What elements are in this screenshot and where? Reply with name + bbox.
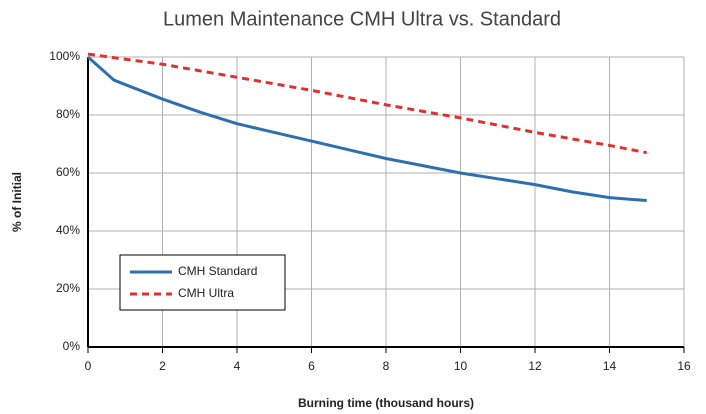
chart-title: Lumen Maintenance CMH Ultra vs. Standard <box>163 8 561 30</box>
y-tick-label: 20% <box>56 281 80 295</box>
x-tick-label: 10 <box>454 359 468 373</box>
x-tick-label: 6 <box>308 359 315 373</box>
x-axis-title: Burning time (thousand hours) <box>298 396 474 410</box>
x-tick-label: 4 <box>234 359 241 373</box>
x-tick-label: 2 <box>159 359 166 373</box>
series-line <box>87 52 648 155</box>
x-tick-label: 14 <box>603 359 617 373</box>
legend-label: CMH Standard <box>178 264 257 278</box>
legend-box <box>119 254 286 311</box>
series-line <box>87 55 647 203</box>
y-tick-label: 80% <box>56 107 80 121</box>
y-tick-label: 100% <box>49 49 80 63</box>
x-tick-label: 0 <box>85 359 92 373</box>
x-tick-label: 12 <box>528 359 542 373</box>
y-axis-title: % of Initial <box>10 172 24 232</box>
y-tick-label: 60% <box>56 165 80 179</box>
y-tick-label: 40% <box>56 223 80 237</box>
x-tick-label: 16 <box>677 359 691 373</box>
legend-label: CMH Ultra <box>178 286 234 300</box>
y-tick-label: 0% <box>63 339 81 353</box>
x-tick-label: 8 <box>383 359 390 373</box>
